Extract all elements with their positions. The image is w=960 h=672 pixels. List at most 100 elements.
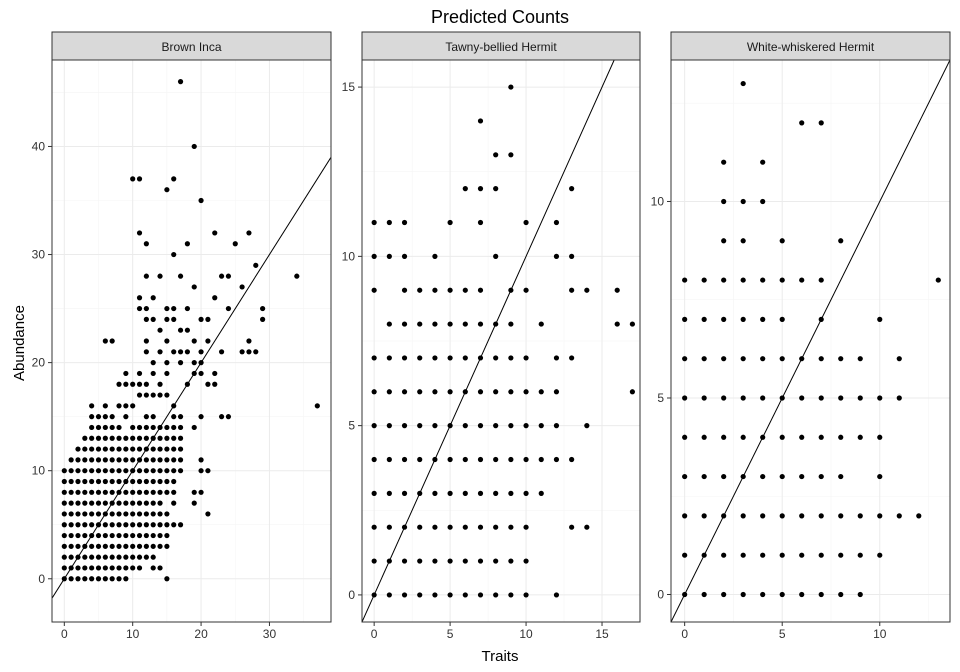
data-point: [150, 414, 156, 420]
data-point: [89, 403, 95, 409]
data-point: [701, 395, 707, 401]
data-point: [239, 284, 245, 290]
data-point: [184, 241, 190, 247]
data-point: [417, 423, 423, 429]
data-point: [553, 355, 560, 361]
data-point: [109, 478, 115, 485]
data-point: [721, 591, 727, 598]
data-point: [760, 159, 766, 165]
data-point: [150, 489, 156, 495]
data-point: [191, 489, 197, 495]
data-point: [401, 524, 408, 530]
data-point: [760, 277, 766, 283]
x-tick-label: 20: [194, 627, 208, 641]
data-point: [538, 490, 544, 496]
data-point: [447, 219, 453, 226]
data-point: [701, 316, 707, 322]
data-point: [109, 576, 115, 582]
data-point: [877, 316, 883, 322]
data-point: [95, 511, 102, 517]
data-point: [143, 273, 149, 279]
data-point: [760, 473, 766, 480]
data-point: [246, 230, 252, 236]
data-point: [82, 554, 88, 560]
data-point: [116, 489, 122, 495]
y-tick-label: 10: [342, 249, 356, 263]
data-point: [225, 305, 232, 312]
data-point: [432, 490, 438, 496]
data-point: [386, 490, 392, 496]
data-point: [130, 468, 136, 474]
data-point: [130, 565, 136, 571]
data-point: [164, 532, 170, 539]
data-point: [740, 434, 746, 440]
data-point: [838, 238, 844, 244]
data-point: [584, 423, 590, 429]
x-tick-label: 30: [263, 627, 277, 641]
data-point: [177, 327, 184, 333]
data-point: [225, 273, 232, 279]
data-point: [136, 511, 143, 517]
data-point: [721, 159, 727, 165]
data-point: [838, 591, 844, 598]
data-point: [371, 287, 377, 293]
data-point: [130, 554, 136, 560]
data-point: [508, 355, 514, 361]
data-point: [95, 489, 102, 495]
data-point: [401, 253, 408, 259]
data-point: [136, 392, 143, 398]
data-point: [89, 511, 95, 517]
panels-container: Brown Inca 0 10 20 30 0 10 20 30 40 Tawny-bellied …: [32, 31, 951, 641]
data-point: [523, 389, 529, 395]
data-point: [68, 468, 74, 474]
data-point: [838, 434, 844, 440]
data-point: [818, 120, 824, 126]
data-point: [157, 511, 163, 517]
data-point: [82, 500, 88, 506]
data-point: [143, 435, 149, 441]
data-point: [721, 552, 727, 558]
data-point: [116, 478, 122, 485]
data-point: [760, 316, 766, 322]
data-point: [136, 381, 143, 387]
data-point: [260, 316, 266, 322]
data-point: [157, 327, 163, 333]
data-point: [82, 457, 88, 463]
data-point: [130, 403, 136, 409]
data-point: [198, 360, 204, 366]
data-point: [508, 592, 514, 598]
data-point: [123, 468, 129, 474]
data-point: [779, 434, 785, 440]
data-point: [701, 552, 707, 558]
data-point: [164, 187, 170, 193]
data-point: [130, 543, 136, 549]
data-point: [779, 316, 785, 322]
data-point: [493, 321, 499, 327]
data-point: [447, 490, 453, 496]
data-point: [417, 321, 423, 327]
data-point: [477, 287, 484, 293]
data-point: [721, 434, 727, 440]
data-point: [818, 552, 824, 558]
y-tick-label: 5: [348, 419, 355, 433]
data-point: [116, 446, 122, 452]
data-point: [82, 511, 88, 517]
identity-line: [671, 60, 950, 622]
data-point: [61, 532, 67, 539]
data-point: [150, 532, 156, 539]
data-point: [857, 591, 863, 598]
data-point: [157, 273, 163, 279]
data-point: [877, 395, 883, 401]
data-point: [584, 524, 590, 530]
data-point: [150, 370, 156, 377]
data-point: [171, 251, 177, 258]
data-point: [150, 316, 156, 322]
data-point: [136, 489, 143, 495]
data-point: [818, 513, 824, 519]
data-point: [116, 532, 122, 539]
data-point: [130, 435, 136, 441]
data-point: [130, 424, 136, 431]
data-point: [432, 253, 438, 259]
data-point: [82, 489, 88, 495]
